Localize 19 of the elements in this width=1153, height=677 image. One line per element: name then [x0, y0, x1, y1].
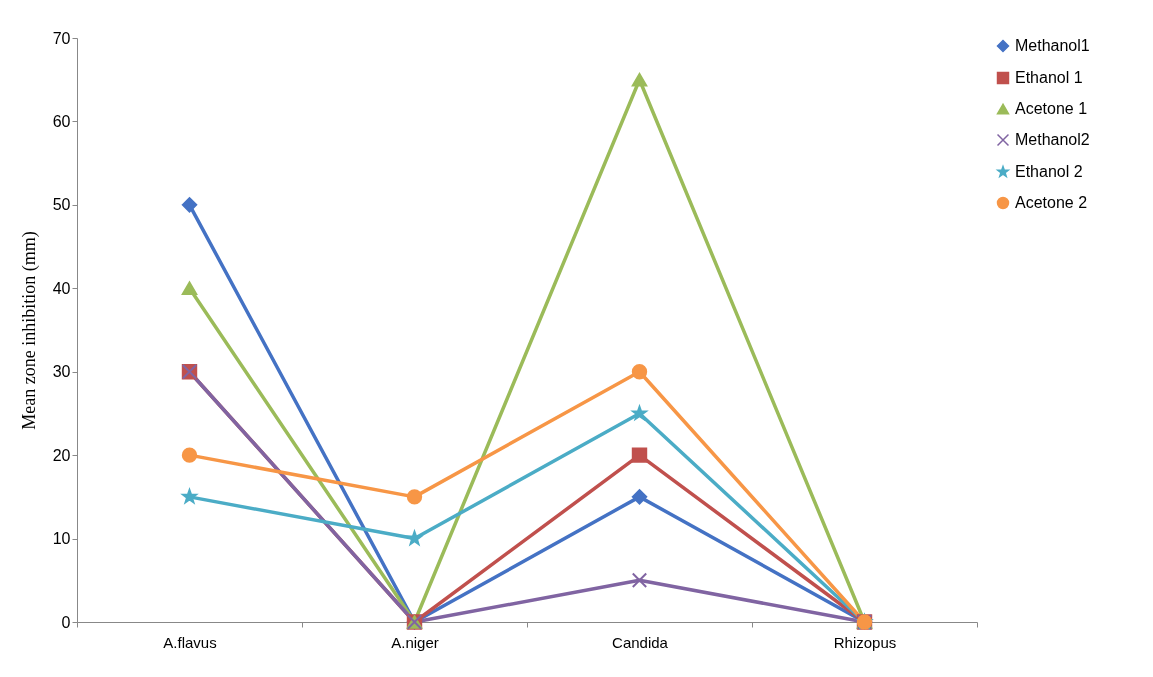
y-tick-label: 20	[52, 446, 71, 464]
y-tick-label: 10	[52, 530, 71, 548]
legend-label: Acetone 1	[1015, 100, 1088, 117]
legend-label: Acetone 2	[1015, 194, 1088, 211]
y-tick-label: 40	[52, 279, 71, 297]
y-tick-label: 0	[61, 613, 71, 631]
y-tick-label: 50	[52, 196, 71, 214]
x-tick-label: Candida	[612, 633, 669, 651]
x-tick-label: Rhizopus	[833, 633, 897, 651]
x-tick-label: A.niger	[391, 633, 439, 651]
y-tick-label: 70	[52, 29, 71, 47]
x-tick-label: A.flavus	[163, 633, 217, 651]
y-tick-label: 30	[52, 363, 71, 381]
legend-label: Methanol2	[1015, 131, 1090, 148]
legend-label: Ethanol 1	[1015, 69, 1083, 86]
legend-label: Ethanol 2	[1015, 163, 1083, 180]
legend-label: Methanol1	[1015, 37, 1090, 54]
y-tick-label: 60	[52, 112, 71, 130]
y-axis-title: Mean zone inhibition (mm)	[18, 231, 40, 430]
